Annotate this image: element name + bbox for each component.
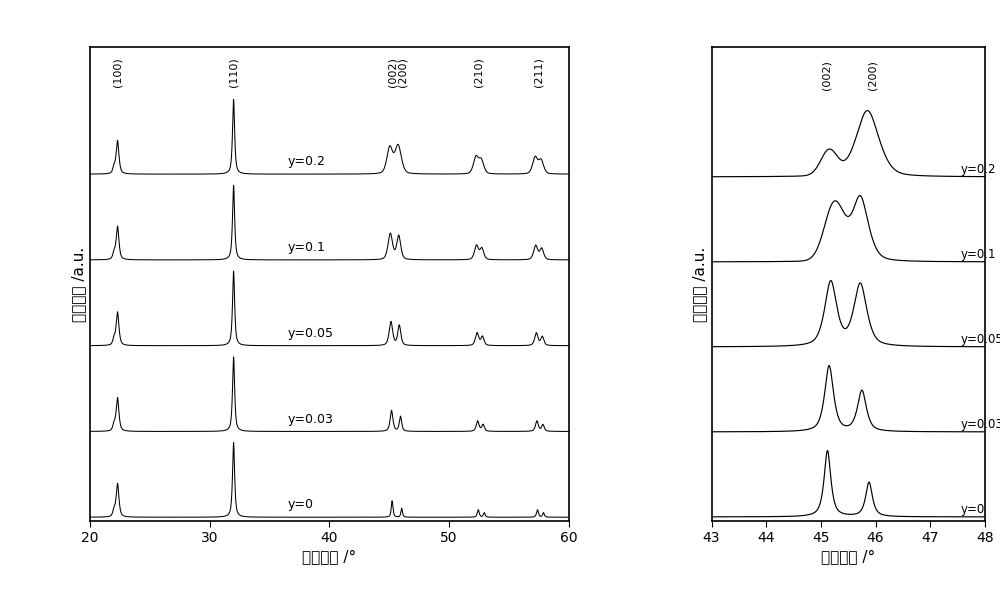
Y-axis label: 相对强度 /a.u.: 相对强度 /a.u. [71, 246, 86, 322]
Text: (002): (002) [821, 60, 831, 90]
Text: (200): (200) [868, 60, 878, 90]
Text: (210): (210) [474, 57, 484, 87]
Text: (002): (002) [388, 57, 398, 87]
Text: y=0.1: y=0.1 [960, 248, 996, 261]
X-axis label: 衍射角度 /°: 衍射角度 /° [821, 549, 875, 565]
Text: y=0.03: y=0.03 [287, 413, 333, 426]
Text: y=0.05: y=0.05 [287, 327, 333, 340]
Text: y=0.2: y=0.2 [960, 163, 996, 176]
X-axis label: 衍射角度 /°: 衍射角度 /° [302, 549, 356, 565]
Text: y=0: y=0 [287, 498, 313, 511]
Text: y=0: y=0 [960, 503, 985, 516]
Y-axis label: 相对强度 /a.u.: 相对强度 /a.u. [692, 246, 707, 322]
Text: (211): (211) [534, 57, 544, 87]
Text: (110): (110) [229, 57, 239, 87]
Text: y=0.05: y=0.05 [960, 333, 1000, 346]
Text: y=0.2: y=0.2 [287, 155, 325, 168]
Text: y=0.1: y=0.1 [287, 241, 325, 254]
Text: (100): (100) [113, 57, 123, 87]
Text: (200): (200) [397, 57, 407, 87]
Text: y=0.03: y=0.03 [960, 418, 1000, 431]
